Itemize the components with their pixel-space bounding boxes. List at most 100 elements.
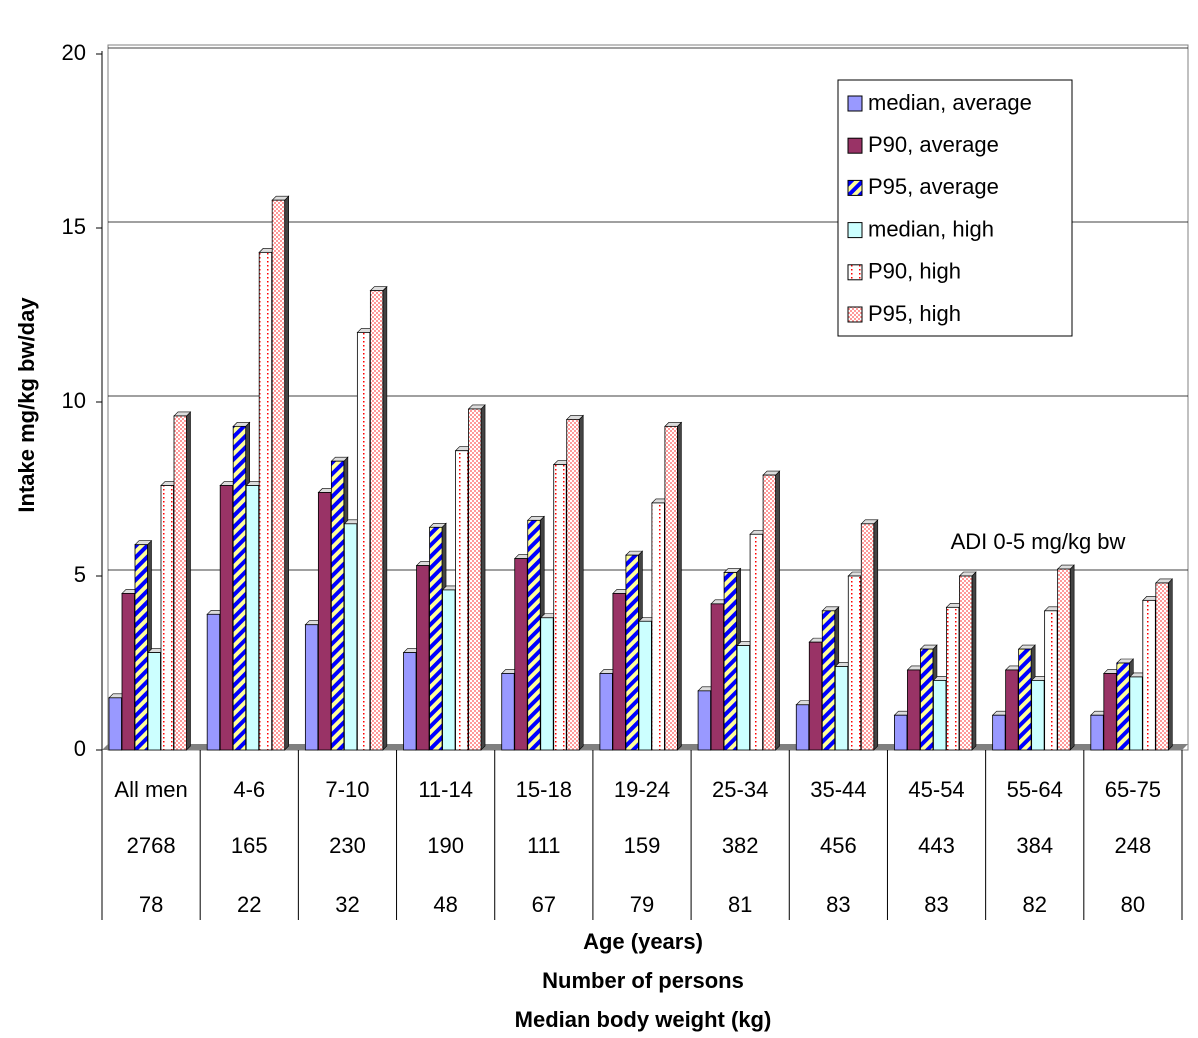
bar [206,613,221,751]
legend-label: P90, high [868,259,961,284]
persons-label: 2768 [127,833,176,858]
persons-label: 111 [527,833,560,858]
y-tick-label: 20 [62,40,86,65]
y-tick-label: 5 [74,562,86,587]
bar [697,690,711,751]
x-tick-label: 19-24 [614,777,670,802]
persons-label: 384 [1016,833,1053,858]
bar [356,331,371,751]
body-weight-label: 32 [335,892,359,917]
bar [894,714,908,751]
x-tick-label: 55-64 [1007,777,1063,802]
bar-side [775,470,780,751]
bar [173,415,187,751]
legend-swatch [847,222,863,239]
y-tick-label: 15 [62,214,86,239]
x-axis-label: Age (years) [583,929,703,954]
bar [553,464,567,751]
bar [160,485,174,751]
bar [795,704,810,751]
bar [369,290,384,751]
bar [664,425,678,751]
body-weight-label: 80 [1121,892,1145,917]
body-weight-label: 83 [924,892,948,917]
bar [403,652,417,751]
bar [1142,599,1156,751]
persons-label: 456 [820,833,857,858]
body-weight-label: 83 [826,892,850,917]
bar [847,575,862,751]
x-tick-label: 65-75 [1105,777,1161,802]
bar [134,544,148,751]
bar [429,526,443,751]
bar [468,408,482,751]
body-weight-label: 79 [630,892,654,917]
bar [992,714,1006,751]
x-tick-label: 15-18 [516,777,572,802]
bar [736,645,750,751]
bar [121,593,135,751]
bar [1103,673,1117,751]
bar [147,652,161,751]
y-tick-label: 0 [74,736,86,761]
legend-label: P95, high [868,301,961,326]
bar [514,558,528,751]
bar [442,589,456,751]
x-tick-label: 11-14 [418,777,473,802]
body-weight-label: 82 [1022,892,1046,917]
bar [651,502,665,751]
bar [1005,669,1019,751]
bar [317,492,332,751]
persons-label: 443 [918,833,955,858]
persons-label: 159 [624,833,661,858]
bar [638,620,652,751]
annotation: ADI 0-5 mg/kg bw [951,529,1126,554]
y-tick-label: 10 [62,388,86,413]
legend-swatch [847,95,863,112]
bar-side [677,421,682,751]
persons-label: 382 [722,833,759,858]
bar [920,648,934,751]
body-weight-label: 48 [433,892,457,917]
x-tick-label: 25-34 [712,777,768,802]
bar [821,610,836,751]
persons-label: 230 [329,833,366,858]
bar-side [873,519,879,751]
bar-side [480,404,486,751]
bar [258,251,273,751]
legend-label: median, average [868,90,1032,115]
x-tick-label: 4-6 [233,777,265,802]
bar [330,460,345,751]
bar [959,575,973,751]
persons-label: 190 [427,833,464,858]
bar [245,485,260,751]
bar [933,680,947,751]
bar-side [284,195,289,751]
bar [1057,568,1071,751]
bar [946,606,960,751]
bar-side [382,285,388,751]
bar [1116,662,1130,751]
bar-side [578,414,584,751]
legend-swatch [847,179,863,196]
bar [271,199,286,751]
y-axis-label: Intake mg/kg bw/day [14,297,39,513]
legend-swatch [847,306,863,323]
bar-side [971,571,977,751]
bar [343,523,358,751]
bar [1129,676,1143,751]
body-weight-label: 78 [139,892,163,917]
bar [501,673,515,751]
bar [1031,680,1045,751]
bar [749,533,763,751]
persons-label: 165 [231,833,268,858]
bar [566,418,580,751]
x-tick-label: 35-44 [810,777,866,802]
bar [860,523,875,751]
bar [527,519,541,751]
bar [455,450,469,751]
bar-side [186,411,191,751]
bar [1155,582,1169,751]
bar [108,697,122,751]
x-axis-label: Median body weight (kg) [515,1007,772,1032]
